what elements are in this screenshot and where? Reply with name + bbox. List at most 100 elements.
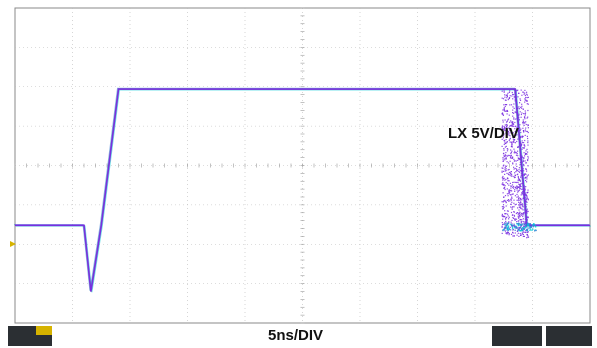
jitter-point: [510, 149, 512, 151]
jitter-point: [522, 127, 524, 129]
jitter-point: [503, 196, 505, 198]
jitter-point-low: [526, 230, 528, 232]
jitter-point: [506, 129, 508, 131]
jitter-point: [518, 115, 520, 117]
jitter-point: [513, 181, 515, 183]
jitter-point: [511, 95, 513, 97]
jitter-point: [501, 112, 504, 114]
jitter-point-low: [529, 227, 531, 229]
jitter-point: [521, 112, 523, 114]
jitter-point: [522, 147, 524, 149]
jitter-point: [502, 121, 504, 123]
jitter-point: [509, 200, 511, 202]
jitter-point-low: [520, 225, 522, 227]
jitter-point: [519, 184, 521, 187]
jitter-point: [507, 131, 509, 133]
jitter-point: [526, 181, 528, 183]
jitter-point: [504, 124, 506, 126]
jitter-point: [506, 141, 508, 143]
jitter-point: [521, 142, 523, 144]
jitter-point: [511, 144, 513, 146]
jitter-point: [520, 170, 522, 172]
jitter-point: [525, 153, 528, 155]
jitter-point: [510, 189, 512, 191]
jitter-point: [514, 218, 516, 220]
jitter-point: [521, 232, 523, 234]
jitter-point: [514, 167, 516, 169]
jitter-point: [521, 192, 523, 194]
jitter-point: [524, 190, 526, 192]
jitter-point-low: [526, 226, 528, 228]
jitter-point: [512, 122, 514, 124]
jitter-point-low: [518, 223, 520, 225]
jitter-point: [514, 150, 516, 152]
jitter-point: [504, 165, 507, 167]
jitter-point: [526, 94, 528, 96]
jitter-point: [515, 134, 517, 136]
jitter-point: [502, 165, 504, 167]
jitter-point: [503, 152, 505, 154]
jitter-point: [523, 223, 525, 225]
jitter-point: [517, 155, 519, 157]
jitter-point-low: [518, 229, 521, 232]
jitter-point: [502, 201, 504, 203]
jitter-point-low: [514, 229, 516, 231]
jitter-point: [523, 131, 525, 133]
jitter-point: [519, 185, 522, 187]
jitter-point: [512, 187, 515, 189]
jitter-point: [506, 150, 509, 152]
jitter-point: [524, 92, 526, 94]
jitter-point: [516, 181, 518, 184]
jitter-point: [512, 217, 514, 219]
jitter-point: [522, 212, 524, 214]
jitter-point: [512, 229, 514, 231]
jitter-point: [513, 211, 515, 213]
jitter-point: [505, 157, 507, 159]
jitter-point: [503, 139, 505, 141]
jitter-point: [514, 189, 516, 191]
jitter-point: [505, 205, 507, 207]
jitter-point: [512, 141, 514, 143]
jitter-point: [519, 203, 521, 205]
jitter-point: [517, 159, 519, 161]
jitter-point: [525, 198, 528, 200]
jitter-point: [501, 226, 503, 228]
jitter-point: [513, 96, 515, 98]
jitter-point-low: [532, 226, 534, 228]
jitter-point: [519, 179, 521, 181]
jitter-point-low: [507, 222, 510, 225]
jitter-point: [508, 193, 510, 195]
jitter-point: [506, 216, 508, 218]
jitter-point: [501, 171, 503, 173]
jitter-point-low: [524, 227, 526, 229]
jitter-point: [513, 224, 515, 227]
jitter-point: [518, 213, 520, 215]
jitter-point: [525, 173, 527, 175]
jitter-point: [515, 171, 517, 173]
jitter-point: [504, 94, 506, 96]
jitter-point: [514, 111, 516, 113]
jitter-point: [511, 197, 513, 199]
jitter-point: [512, 185, 515, 188]
jitter-point: [506, 135, 508, 138]
jitter-point: [526, 148, 528, 150]
jitter-point: [519, 111, 521, 113]
jitter-point: [503, 206, 505, 208]
jitter-point: [505, 94, 507, 96]
jitter-point: [501, 170, 503, 172]
jitter-point: [527, 131, 529, 134]
jitter-point: [516, 170, 518, 172]
jitter-point: [508, 192, 510, 194]
jitter-point: [524, 173, 526, 176]
jitter-point: [526, 93, 528, 95]
jitter-point-low: [507, 226, 509, 228]
jitter-point: [521, 155, 523, 157]
jitter-point-low: [524, 226, 527, 228]
jitter-point: [504, 119, 506, 121]
jitter-point: [524, 110, 526, 112]
jitter-point: [514, 92, 516, 94]
jitter-point: [525, 99, 527, 101]
jitter-point: [501, 201, 503, 203]
jitter-point: [514, 190, 516, 192]
jitter-point-low: [535, 229, 537, 232]
